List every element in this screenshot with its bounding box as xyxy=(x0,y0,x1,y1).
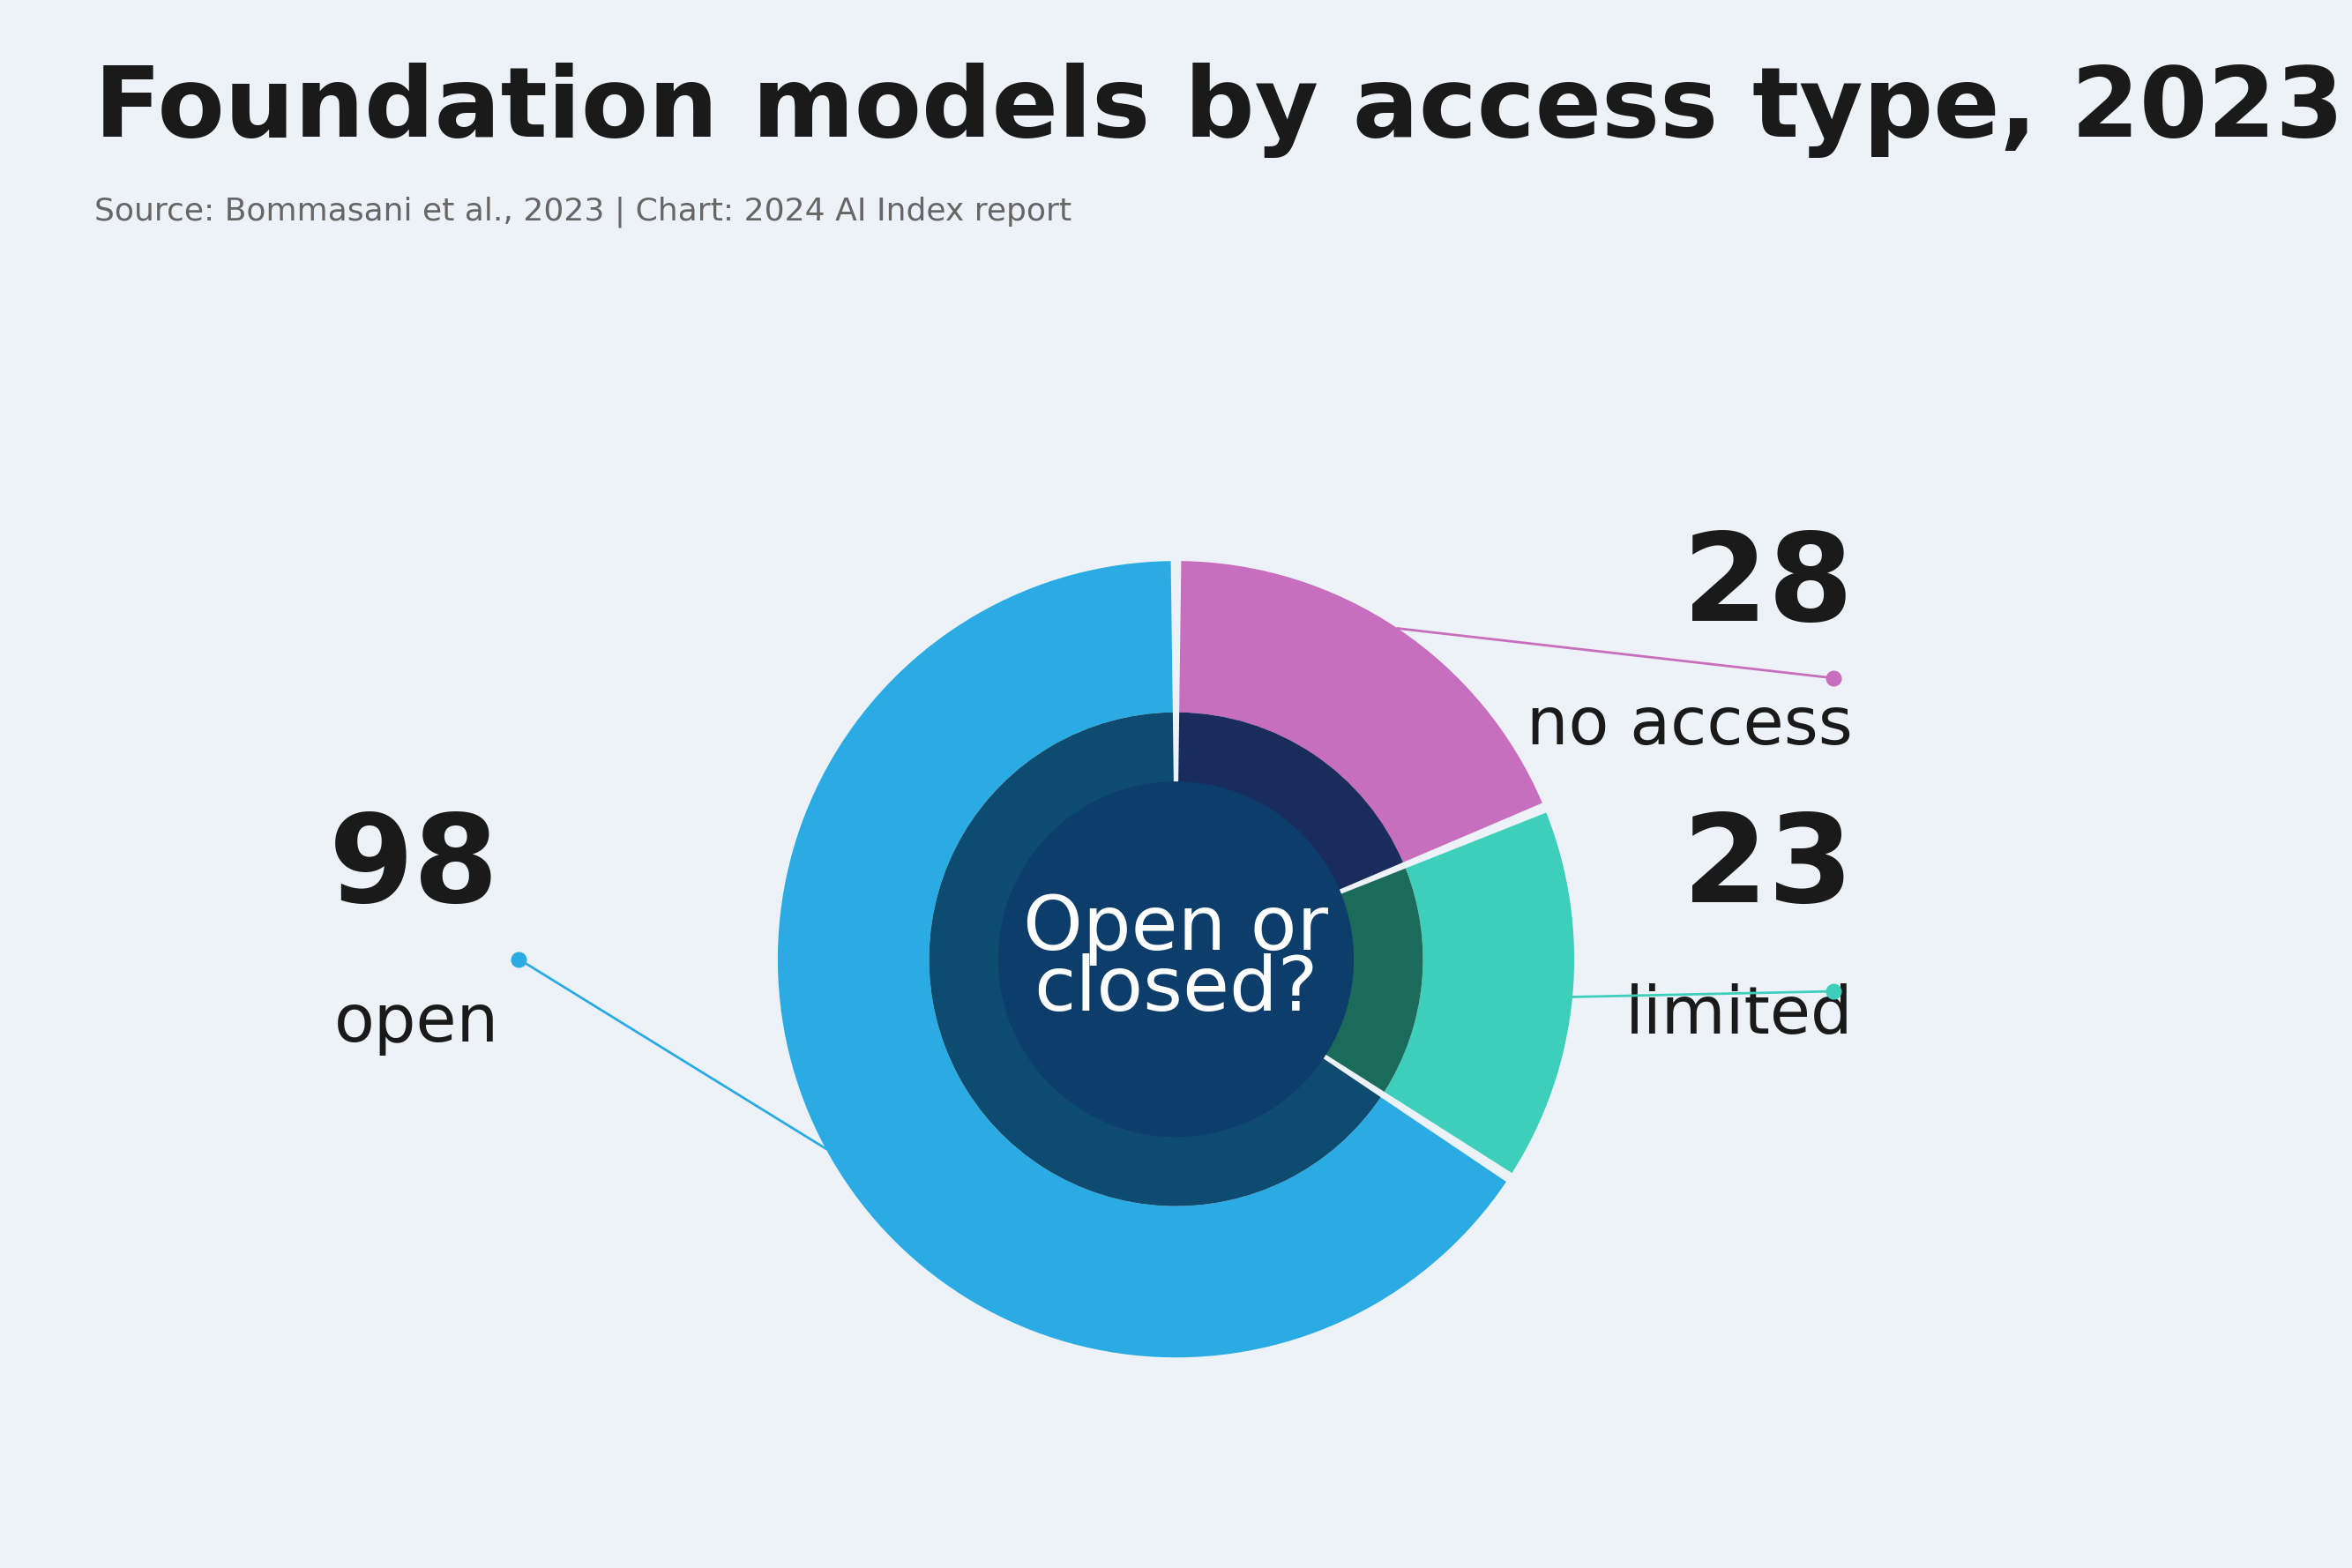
Text: 23: 23 xyxy=(1682,809,1853,928)
Circle shape xyxy=(997,781,1355,1137)
Wedge shape xyxy=(779,561,1505,1358)
Wedge shape xyxy=(1176,712,1404,960)
Text: 28: 28 xyxy=(1682,527,1853,646)
Text: no access: no access xyxy=(1526,695,1853,759)
Text: Open or: Open or xyxy=(1023,892,1329,966)
Text: 98: 98 xyxy=(329,809,499,927)
Wedge shape xyxy=(1176,869,1423,1091)
Text: Source: Bommasani et al., 2023 | Chart: 2024 AI Index report: Source: Bommasani et al., 2023 | Chart: … xyxy=(94,196,1070,227)
Text: closed?: closed? xyxy=(1035,952,1317,1025)
Wedge shape xyxy=(1385,812,1573,1173)
Text: Foundation models by access type, 2023: Foundation models by access type, 2023 xyxy=(94,63,2343,158)
Text: limited: limited xyxy=(1625,983,1853,1047)
Wedge shape xyxy=(1178,561,1543,862)
Text: open: open xyxy=(334,991,499,1055)
Wedge shape xyxy=(929,712,1381,1206)
